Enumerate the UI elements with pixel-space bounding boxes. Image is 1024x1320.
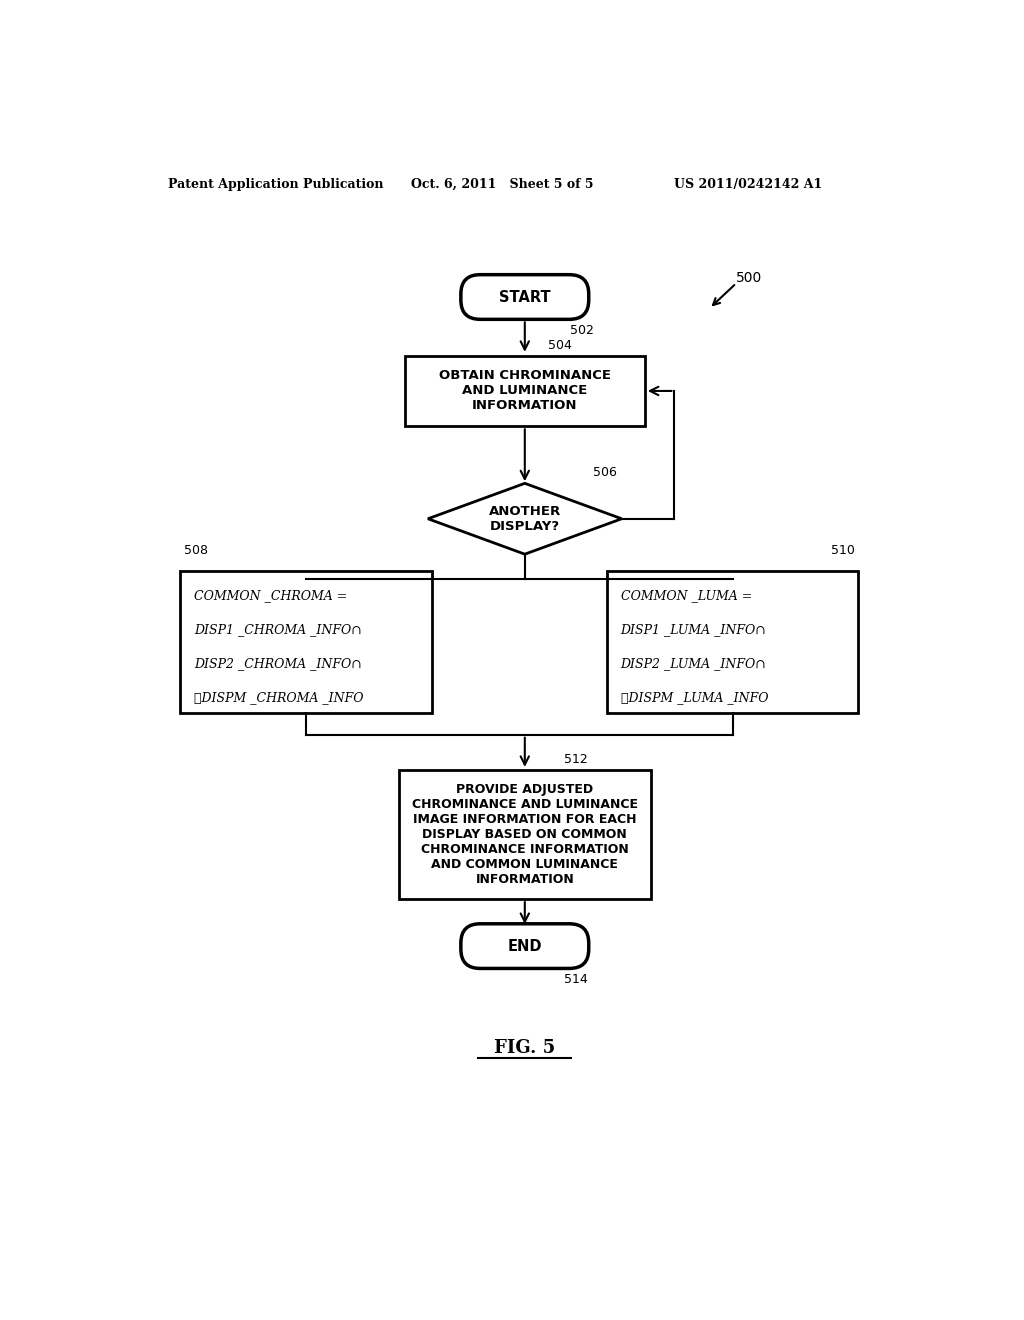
Text: DISP1 _LUMA _INFO∩: DISP1 _LUMA _INFO∩ [621,623,766,636]
Text: START: START [499,289,551,305]
Text: COMMON _CHROMA =: COMMON _CHROMA = [195,589,347,602]
Text: 514: 514 [563,973,588,986]
Bar [399,770,650,899]
Text: 504: 504 [548,339,572,351]
Text: ⋯DISPM _LUMA _INFO: ⋯DISPM _LUMA _INFO [621,690,768,704]
Text: ANOTHER
DISPLAY?: ANOTHER DISPLAY? [488,504,561,533]
Text: PROVIDE ADJUSTED
CHROMINANCE AND LUMINANCE
IMAGE INFORMATION FOR EACH
DISPLAY BA: PROVIDE ADJUSTED CHROMINANCE AND LUMINAN… [412,783,638,886]
Bar [404,355,645,426]
Text: 508: 508 [184,544,208,557]
Text: COMMON _LUMA =: COMMON _LUMA = [621,589,752,602]
FancyBboxPatch shape [461,275,589,319]
Text: OBTAIN CHROMINANCE
AND LUMINANCE
INFORMATION: OBTAIN CHROMINANCE AND LUMINANCE INFORMA… [439,370,610,412]
Text: DISP2 _LUMA _INFO∩: DISP2 _LUMA _INFO∩ [621,657,766,671]
Bar [180,570,432,713]
Polygon shape [428,483,622,554]
Text: DISP1 _CHROMA _INFO∩: DISP1 _CHROMA _INFO∩ [195,623,362,636]
Text: Oct. 6, 2011   Sheet 5 of 5: Oct. 6, 2011 Sheet 5 of 5 [411,178,593,190]
Text: 506: 506 [593,466,616,479]
Text: END: END [508,939,542,953]
Text: 502: 502 [569,323,594,337]
Text: DISP2 _CHROMA _INFO∩: DISP2 _CHROMA _INFO∩ [195,657,362,671]
Bar [606,570,858,713]
Text: FIG. 5: FIG. 5 [495,1039,555,1057]
Text: 512: 512 [563,752,588,766]
Text: Patent Application Publication: Patent Application Publication [168,178,384,190]
Text: 500: 500 [736,271,763,285]
Text: US 2011/0242142 A1: US 2011/0242142 A1 [675,178,822,190]
Text: ⋯DISPM _CHROMA _INFO: ⋯DISPM _CHROMA _INFO [195,690,364,704]
FancyBboxPatch shape [461,924,589,969]
Text: 510: 510 [830,544,855,557]
